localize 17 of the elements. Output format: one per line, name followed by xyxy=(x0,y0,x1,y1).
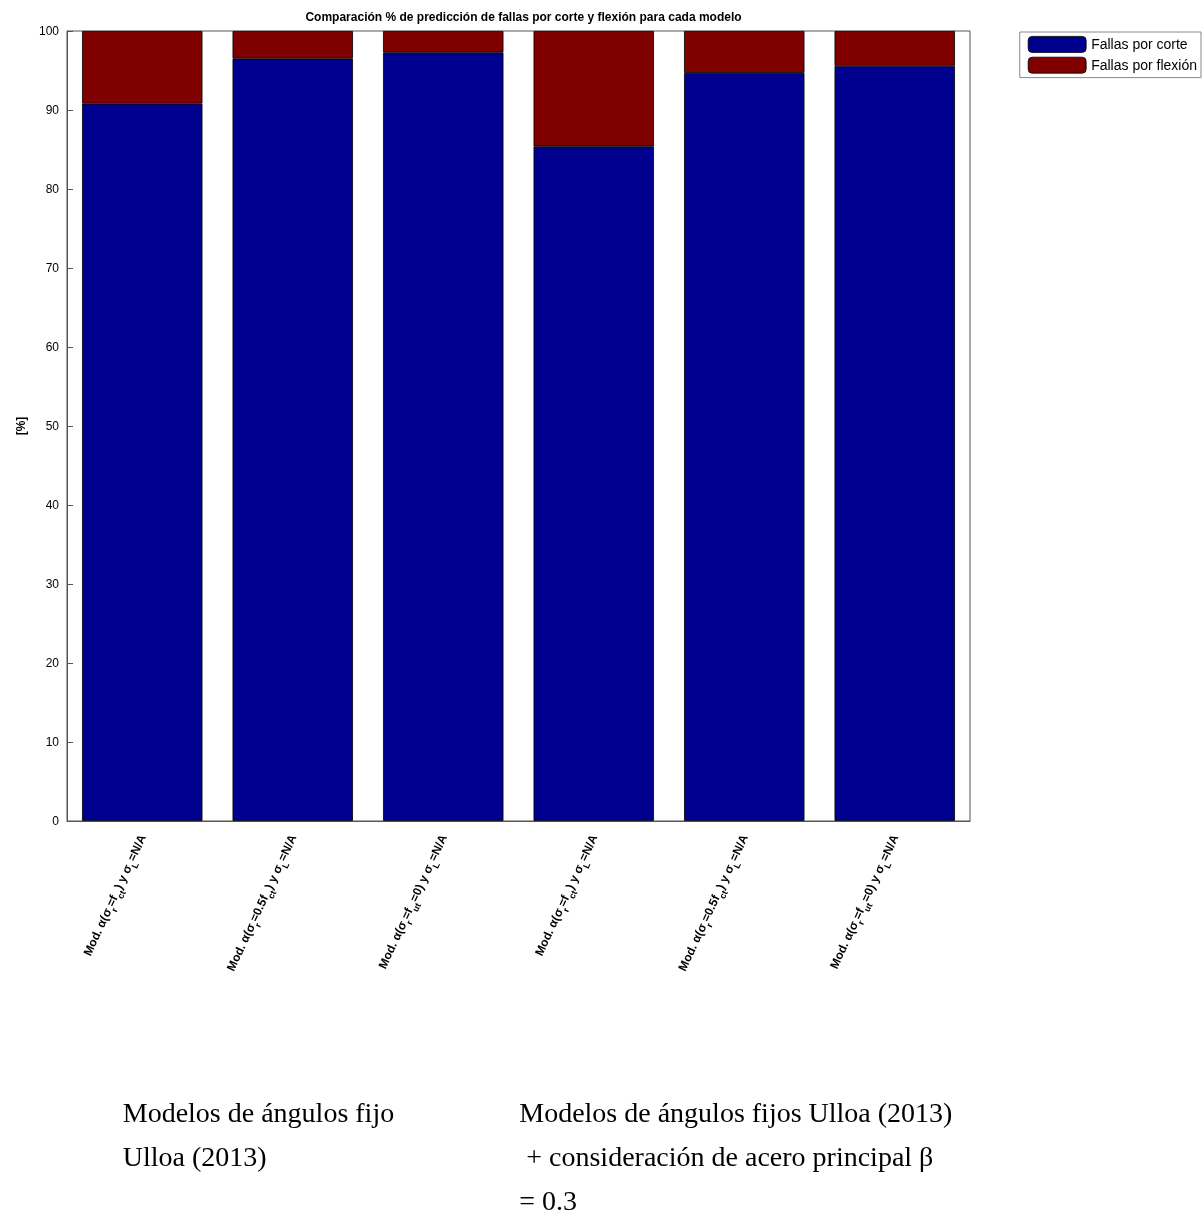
legend-label: Fallas por flexión xyxy=(1091,57,1197,74)
chart-title: Comparación % de predicción de fallas por corte y flexión para cada modelo xyxy=(305,10,742,24)
y-tick-label: 30 xyxy=(45,577,60,591)
y-tick-label: 20 xyxy=(45,656,60,670)
y-tick-label: 100 xyxy=(38,24,60,38)
y-tick-label: 90 xyxy=(45,103,60,117)
y-tick-label: 0 xyxy=(52,814,60,828)
y-tick-label: 60 xyxy=(45,340,60,354)
y-tick-label: 80 xyxy=(45,182,60,196)
text: Modelos de ángulos fijos Ulloa (2013) + consideración de acero principal β = 0.3 xyxy=(519,1096,953,1214)
y-tick-label: 40 xyxy=(45,498,60,512)
y-tick-label: 70 xyxy=(45,261,60,275)
y-tick-label: 10 xyxy=(45,735,60,749)
legend-label: Fallas por corte xyxy=(1091,36,1188,53)
y-tick-label: 50 xyxy=(45,419,60,433)
text: Modelos de ángulos fijo Ulloa (2013) xyxy=(122,1096,402,1172)
y-axis-title: [%] xyxy=(14,416,28,436)
